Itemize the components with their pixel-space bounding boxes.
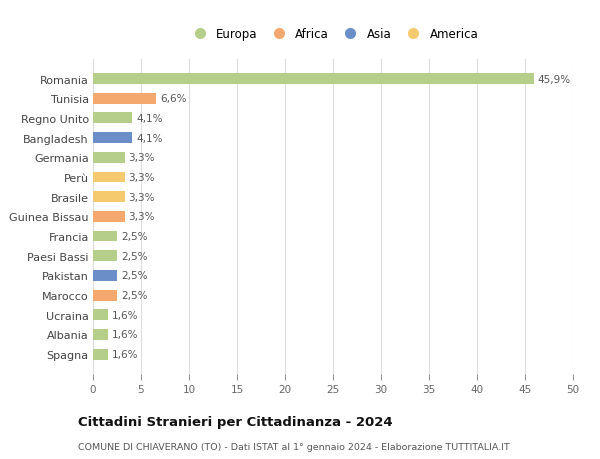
Text: 4,1%: 4,1% xyxy=(136,114,163,123)
Text: 3,3%: 3,3% xyxy=(128,153,155,163)
Text: 3,3%: 3,3% xyxy=(128,212,155,222)
Text: 2,5%: 2,5% xyxy=(121,271,148,281)
Bar xyxy=(93,172,125,183)
Text: COMUNE DI CHIAVERANO (TO) - Dati ISTAT al 1° gennaio 2024 - Elaborazione TUTTITA: COMUNE DI CHIAVERANO (TO) - Dati ISTAT a… xyxy=(78,442,510,451)
Bar xyxy=(93,251,117,262)
Text: 3,3%: 3,3% xyxy=(128,192,155,202)
Bar xyxy=(93,94,157,104)
Bar xyxy=(93,231,117,242)
Text: 6,6%: 6,6% xyxy=(160,94,187,104)
Bar xyxy=(93,152,125,163)
Bar xyxy=(93,192,125,202)
Bar xyxy=(93,330,109,340)
Text: 45,9%: 45,9% xyxy=(538,74,571,84)
Text: 3,3%: 3,3% xyxy=(128,173,155,183)
Text: 2,5%: 2,5% xyxy=(121,231,148,241)
Text: 2,5%: 2,5% xyxy=(121,291,148,301)
Bar xyxy=(93,349,109,360)
Text: 2,5%: 2,5% xyxy=(121,251,148,261)
Bar xyxy=(93,270,117,281)
Legend: Europa, Africa, Asia, America: Europa, Africa, Asia, America xyxy=(184,25,482,45)
Text: 1,6%: 1,6% xyxy=(112,349,139,359)
Bar xyxy=(93,113,133,124)
Text: Cittadini Stranieri per Cittadinanza - 2024: Cittadini Stranieri per Cittadinanza - 2… xyxy=(78,415,392,428)
Text: 4,1%: 4,1% xyxy=(136,133,163,143)
Bar xyxy=(93,212,125,222)
Bar xyxy=(93,290,117,301)
Bar xyxy=(93,74,533,85)
Bar xyxy=(93,310,109,320)
Text: 1,6%: 1,6% xyxy=(112,330,139,340)
Bar xyxy=(93,133,133,144)
Text: 1,6%: 1,6% xyxy=(112,310,139,320)
